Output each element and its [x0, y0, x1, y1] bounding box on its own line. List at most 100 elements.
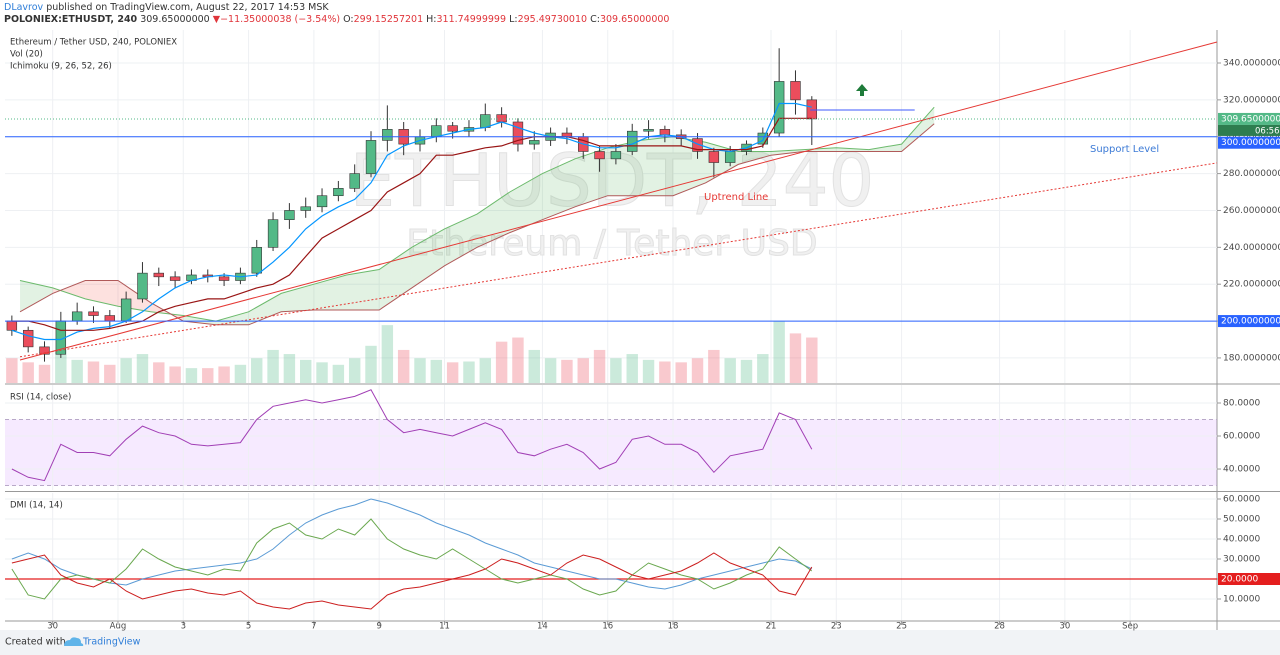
volume-bar — [446, 362, 459, 383]
volume-bar — [806, 337, 818, 383]
volume-bar — [381, 325, 394, 383]
candle-body — [480, 114, 491, 128]
x-tick-label: 30 — [47, 622, 58, 632]
cloud-fill — [901, 107, 935, 152]
price-label: 309.65000000 — [1221, 114, 1280, 124]
x-tick-label: 11 — [439, 622, 450, 632]
header-line-2: POLONIEX:ETHUSDT, 240 309.65000000 ▼−11.… — [4, 14, 669, 25]
brand-logo — [64, 637, 84, 646]
x-tick-label: 25 — [896, 622, 907, 632]
y-tick-label: 340.00000000 — [1223, 58, 1280, 68]
watermark: Ethereum / Tether USD — [406, 223, 817, 264]
annotation: Support Level — [1090, 144, 1159, 155]
candle-body — [71, 311, 83, 322]
ohlc-value: 299.15257201 — [353, 14, 424, 25]
candle-body — [431, 125, 442, 138]
volume-bar — [789, 333, 802, 383]
volume-bar — [397, 349, 410, 383]
candle-body — [529, 140, 540, 145]
cloud-fill — [183, 315, 216, 325]
author[interactable]: DLavrov — [4, 2, 44, 13]
volume-bar — [120, 358, 132, 383]
volume-bar — [55, 349, 67, 383]
volume-bar — [218, 366, 230, 383]
volume-bar — [479, 358, 492, 383]
y-tick-label: 180.00000000 — [1223, 353, 1280, 363]
symbol: POLONIEX:ETHUSDT, 240 — [4, 14, 138, 25]
ohlc-label: H: — [426, 14, 437, 25]
candle-body — [708, 151, 720, 163]
layers: 180.00000000 200.00000000 220.00000000 240.… — [5, 30, 1280, 632]
cloud-line — [19, 123, 935, 326]
volume-bar — [300, 359, 312, 383]
cloud-fill — [379, 247, 412, 311]
volume-bar — [414, 358, 426, 383]
price-label-box — [1218, 573, 1280, 585]
y-tick-label: 220.00000000 — [1223, 280, 1280, 290]
x-tick-label: Aug — [110, 622, 127, 632]
x-tick-label: 14 — [537, 622, 548, 632]
ohlc-label: C: — [590, 14, 600, 25]
volume-bar — [153, 362, 165, 383]
price-label: 300.00000000 — [1221, 138, 1280, 148]
candle-body — [447, 125, 458, 132]
candle-body — [349, 173, 360, 189]
y-tick-label: 50.0000 — [1223, 515, 1260, 525]
candle-body — [496, 114, 507, 123]
y-tick-label: 30.0000 — [1223, 555, 1260, 565]
x-tick-label: 7 — [311, 622, 316, 632]
volume-bar — [626, 354, 638, 383]
volume-bar — [332, 364, 345, 383]
direction: ▼ — [212, 14, 221, 25]
cloud-fill — [640, 136, 674, 196]
candle-body — [88, 311, 99, 316]
series-line — [11, 552, 813, 610]
volume-bar — [675, 362, 687, 383]
ohlc-label: L: — [509, 14, 518, 25]
cloud-fill — [248, 293, 282, 325]
candle-body — [169, 276, 181, 281]
trend-line — [19, 41, 1218, 361]
cloud-fill — [20, 280, 53, 312]
ohlc-label: O: — [343, 14, 354, 25]
series-line — [11, 498, 813, 590]
volume-bar — [691, 358, 704, 383]
candle-body — [333, 188, 344, 197]
y-tick-label: 320.00000000 — [1223, 95, 1280, 105]
candle-body — [251, 247, 262, 274]
candle-body — [218, 276, 230, 281]
candle-body — [365, 140, 377, 174]
candle-body — [104, 315, 116, 322]
cloud-fill — [85, 280, 118, 307]
footer-bar — [0, 630, 1280, 655]
countdown-label: 06:56 — [1255, 126, 1280, 136]
candle-body — [153, 272, 164, 278]
cloud-fill — [52, 280, 86, 299]
x-tick-label: 9 — [376, 622, 381, 632]
price-label-box — [1218, 315, 1280, 328]
volume-bar — [283, 354, 296, 383]
x-tick-label: 28 — [994, 622, 1005, 632]
legend-label: Ichimoku (9, 26, 52, 26) — [10, 62, 112, 72]
volume-bar — [267, 349, 279, 383]
x-tick-label: 21 — [766, 622, 777, 632]
volume-bar — [773, 321, 785, 383]
header-line-1: DLavrov published on TradingView.com, Au… — [4, 2, 329, 13]
volume-bar — [185, 368, 198, 383]
candle-body — [382, 129, 393, 141]
y-tick-label: 240.00000000 — [1223, 243, 1280, 253]
legend-label: DMI (14, 14) — [10, 501, 63, 511]
cloud-fill — [509, 173, 543, 233]
candle-body — [39, 346, 50, 355]
cloud-line — [19, 106, 935, 322]
volume-bar — [87, 361, 100, 383]
volume-bar — [316, 362, 328, 383]
candle-body — [316, 195, 328, 208]
volume-bar — [38, 364, 51, 383]
x-tick-label: 18 — [668, 622, 679, 632]
cloud-fill — [542, 158, 576, 220]
countdown-box — [1218, 124, 1280, 136]
ohlc-value: 295.49730010 — [517, 14, 588, 25]
